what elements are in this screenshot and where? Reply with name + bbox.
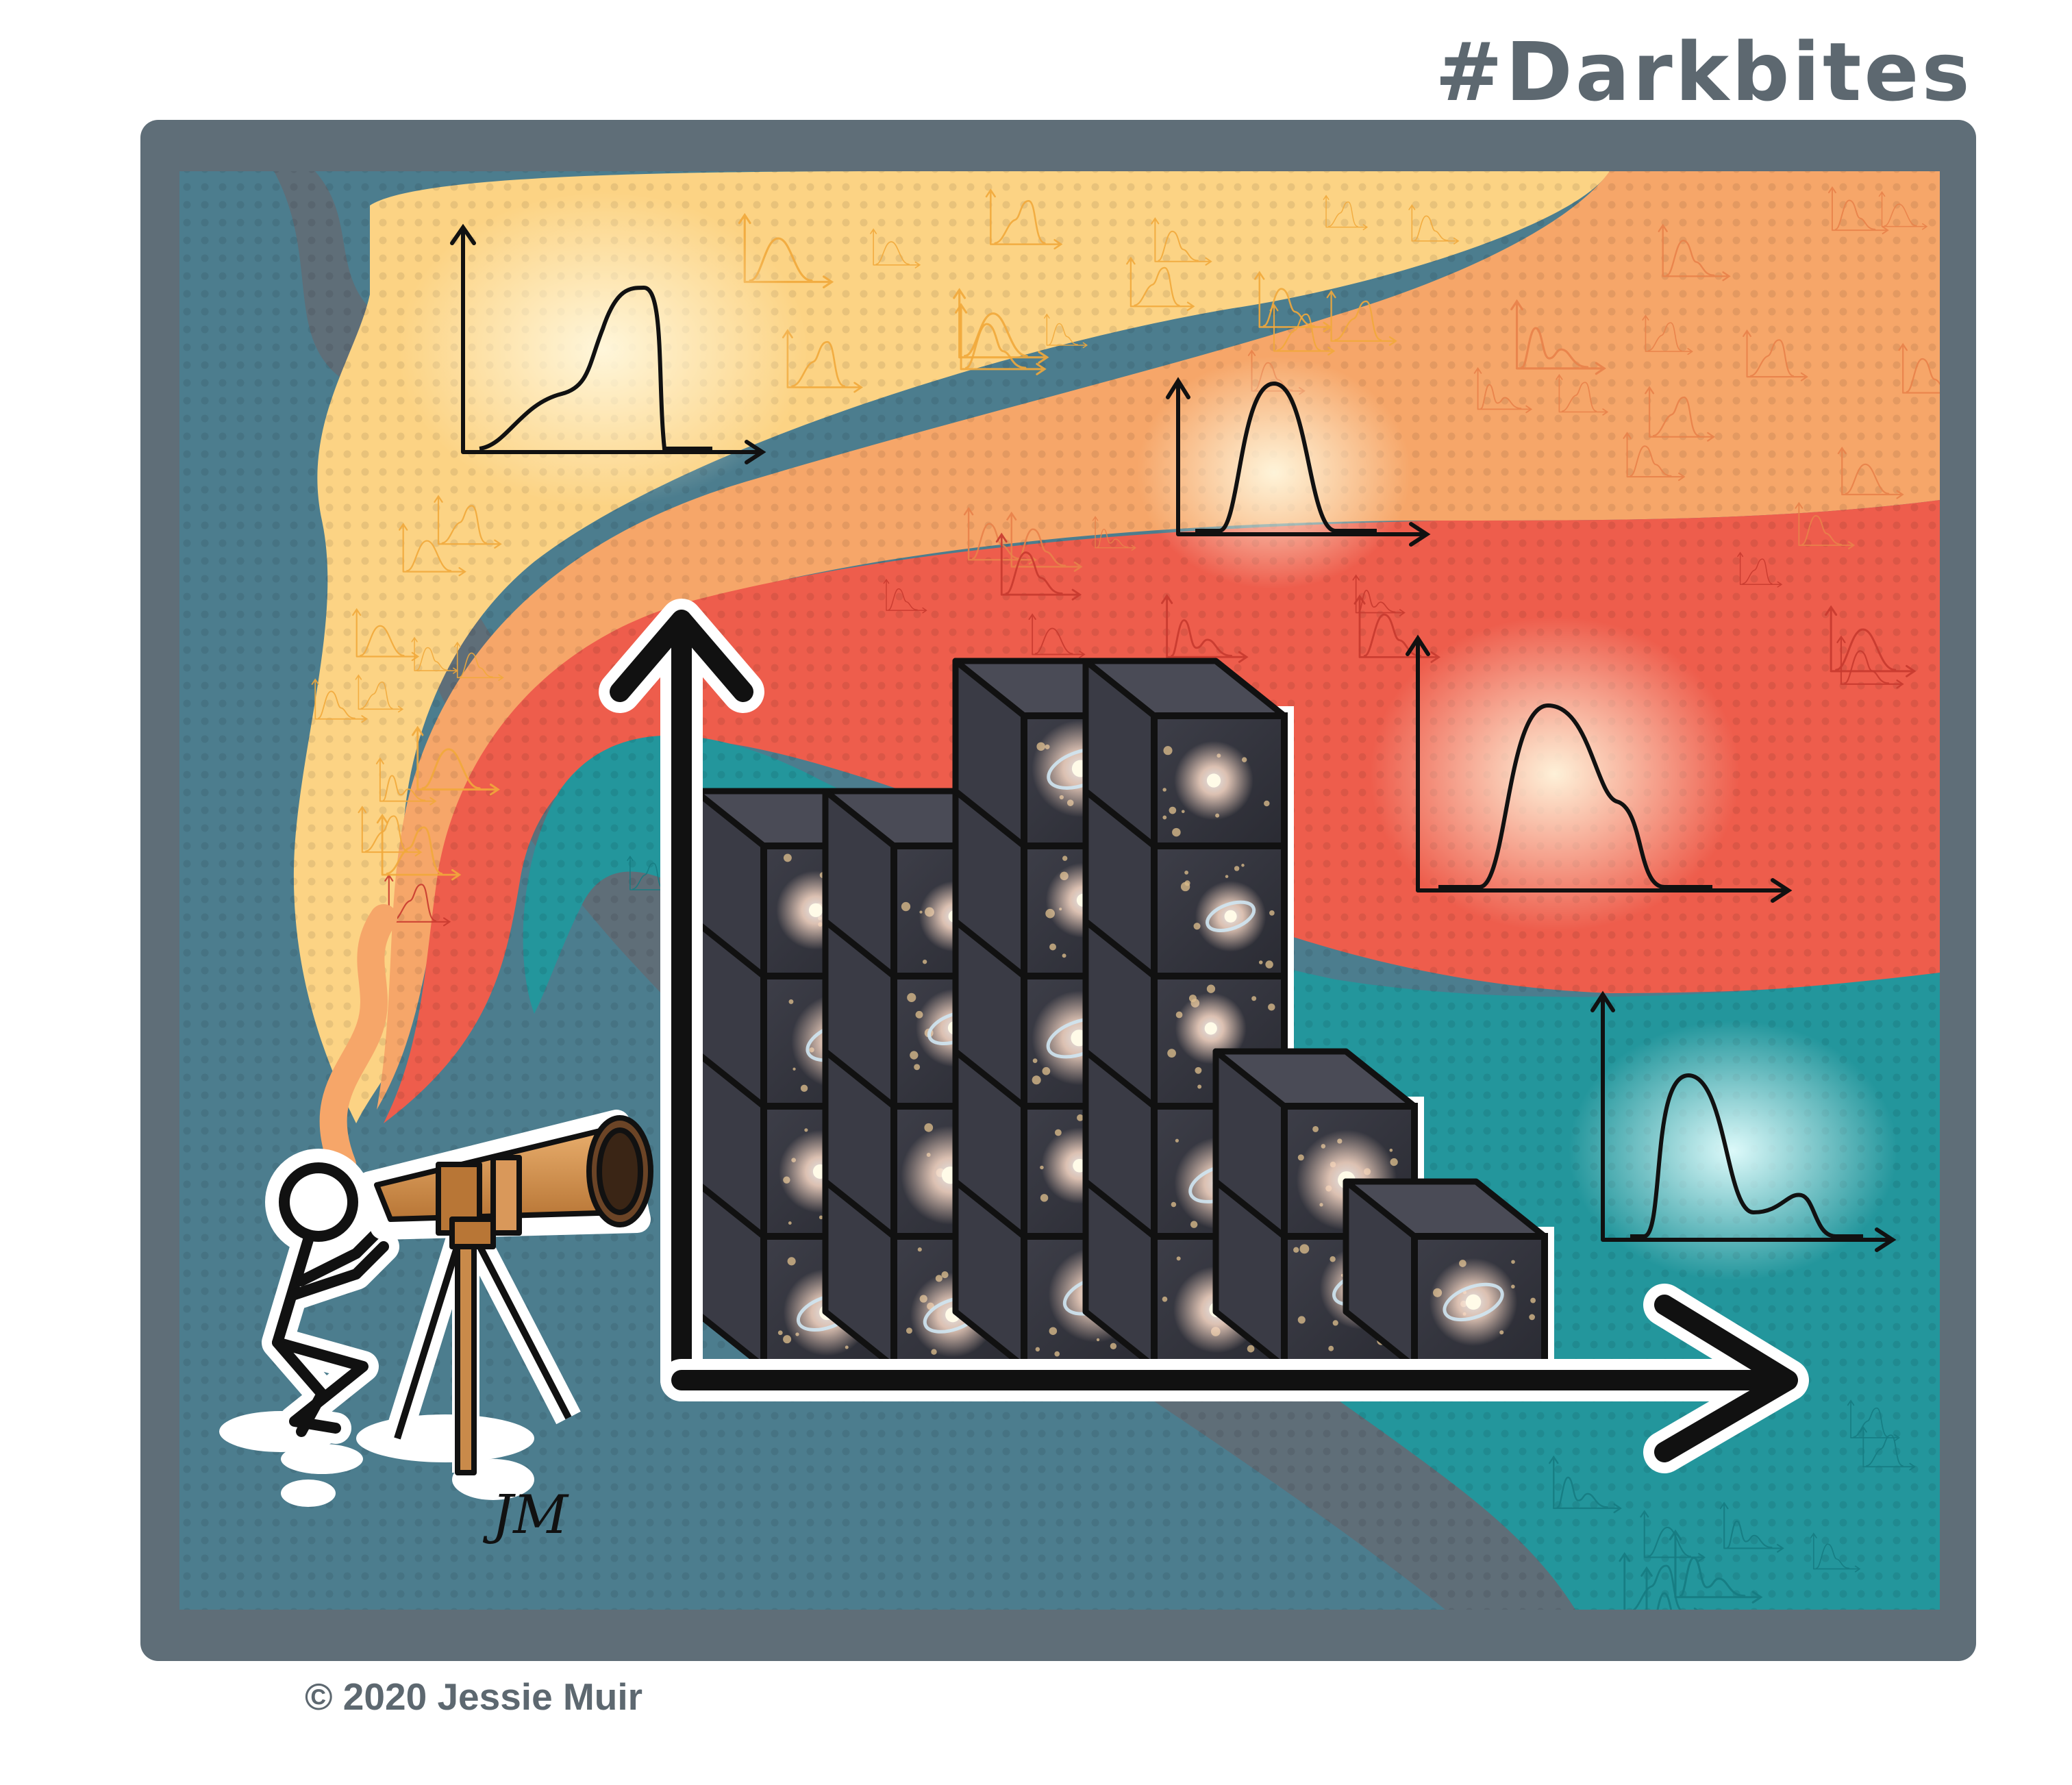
mini-plot-icon xyxy=(1837,446,1904,499)
mini-plot-icon xyxy=(376,814,462,881)
mini-plot-icon xyxy=(1645,386,1715,442)
plot-red xyxy=(1370,616,1793,932)
telescope-icon xyxy=(356,1110,653,1475)
mini-plot-icon xyxy=(963,506,1037,565)
mini-plot-icon xyxy=(1859,1426,1916,1471)
mini-plot-icon xyxy=(985,188,1063,250)
mini-plot-icon xyxy=(412,725,500,796)
mini-plot-icon xyxy=(453,641,504,682)
mini-plot-icon xyxy=(1353,594,1441,663)
mini-plot-icon xyxy=(1044,313,1088,349)
mini-plot-icon xyxy=(1326,290,1397,346)
mini-plot-icon xyxy=(1126,256,1195,311)
mini-plot-icon xyxy=(1473,366,1533,414)
thought-swirl xyxy=(319,904,397,1178)
mini-plot-icon xyxy=(1898,342,1940,394)
mini-plot-icon xyxy=(1795,501,1856,549)
mini-plot-icon xyxy=(1619,1551,1699,1610)
spiral-galaxy-icon xyxy=(1174,740,1253,821)
mini-plot-icon xyxy=(627,855,675,893)
mini-plot-icon xyxy=(1827,186,1889,235)
mini-plot-icon xyxy=(1352,574,1406,616)
mini-plot-icon xyxy=(375,757,437,806)
mini-plot-icon xyxy=(355,674,404,713)
mini-plot-icon xyxy=(358,806,423,857)
mini-plot-icon xyxy=(1669,1530,1763,1603)
hashtag-title: #Darkbites xyxy=(1435,25,1973,119)
galaxy-cube xyxy=(1343,1178,1548,1370)
mini-plot-icon xyxy=(1006,511,1083,572)
mini-plot-icon xyxy=(1836,635,1904,689)
spiral-galaxy-icon xyxy=(1175,993,1247,1064)
artist-signature: JM xyxy=(492,1484,569,1546)
mini-plot-icon xyxy=(411,636,459,674)
mini-plot-icon xyxy=(1825,605,1917,677)
mini-plot-icon xyxy=(1510,299,1606,375)
mini-plot-icon xyxy=(1151,217,1212,266)
mini-plot-icon xyxy=(955,303,1047,375)
mini-plot-icon xyxy=(1737,551,1783,588)
astronomer xyxy=(219,904,653,1507)
mini-plot-icon xyxy=(1269,303,1336,355)
distribution-doodles xyxy=(311,186,1940,1610)
mini-plot-icon xyxy=(1408,204,1460,245)
mini-plot-icon xyxy=(434,495,502,549)
mini-plot-icon xyxy=(1640,1566,1673,1610)
mini-plot-icon xyxy=(1658,223,1731,282)
plot-yellow xyxy=(397,192,808,507)
mini-plot-icon xyxy=(1254,271,1332,333)
mini-plot-icon xyxy=(1623,432,1686,482)
galaxy-cube-histogram xyxy=(599,599,1809,1473)
mini-plot-icon xyxy=(1161,594,1249,663)
mini-plot-icon xyxy=(399,523,466,577)
mini-plot-icon xyxy=(1810,1532,1861,1573)
spiral-galaxy-icon xyxy=(1429,1258,1518,1347)
mini-plot-icon xyxy=(1743,329,1808,382)
galaxy-cube xyxy=(1082,658,1288,849)
mini-plot-icon xyxy=(1878,191,1928,230)
mini-plot-icon xyxy=(1549,1455,1622,1514)
mini-plot-icon xyxy=(1028,613,1086,659)
mini-plot-icon xyxy=(1556,373,1609,416)
mini-plot-icon xyxy=(352,608,420,662)
mini-plot-icon xyxy=(311,678,368,723)
plot-orange xyxy=(1137,356,1431,589)
mini-plot-icon xyxy=(953,288,1049,364)
mini-plot-icon xyxy=(1640,1510,1706,1562)
mini-plot-icon xyxy=(995,532,1082,601)
mini-plot-icon xyxy=(883,578,927,614)
mini-plot-icon xyxy=(1847,1399,1901,1442)
copyright-notice: © 2020 Jessie Muir xyxy=(305,1675,643,1718)
spiral-galaxy-icon xyxy=(1195,880,1266,952)
mini-plot-icon xyxy=(1719,1501,1784,1553)
mini-plot-icon xyxy=(1642,314,1694,355)
plot-teal xyxy=(1569,990,1897,1281)
mini-plot-icon xyxy=(1092,516,1137,551)
mini-plot-icon xyxy=(1323,195,1369,231)
mini-plot-icon xyxy=(870,228,921,269)
